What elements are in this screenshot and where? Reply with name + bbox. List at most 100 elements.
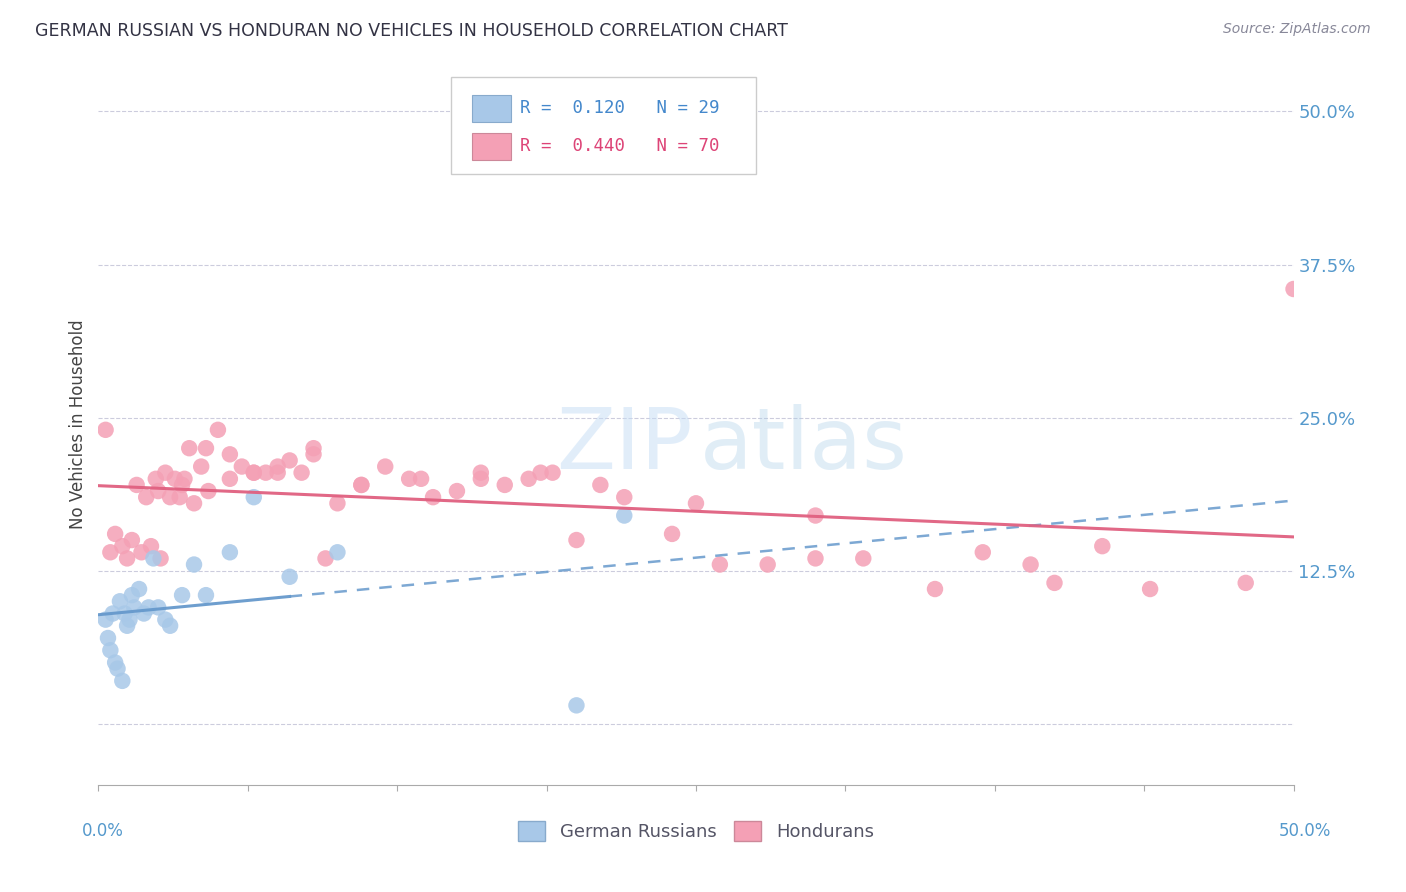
Point xyxy=(685,496,707,510)
Point xyxy=(517,472,540,486)
Point xyxy=(173,472,195,486)
Point xyxy=(183,558,205,572)
Point xyxy=(541,466,564,480)
Point xyxy=(243,466,266,480)
Point xyxy=(94,613,117,627)
Point xyxy=(302,447,325,461)
Point xyxy=(169,490,191,504)
Point xyxy=(219,545,242,559)
Point xyxy=(207,423,229,437)
Point xyxy=(138,600,160,615)
Point xyxy=(121,588,143,602)
Point xyxy=(1091,539,1114,553)
Point xyxy=(470,466,492,480)
Point xyxy=(148,600,170,615)
Point xyxy=(243,466,266,480)
Point xyxy=(470,472,492,486)
Point xyxy=(115,619,138,633)
Point xyxy=(804,508,827,523)
Point xyxy=(172,478,194,492)
Point xyxy=(326,496,349,510)
Text: R =  0.440   N = 70: R = 0.440 N = 70 xyxy=(520,137,720,155)
Point xyxy=(852,551,875,566)
Point xyxy=(172,588,194,602)
Text: Source: ZipAtlas.com: Source: ZipAtlas.com xyxy=(1223,22,1371,37)
Point xyxy=(494,478,516,492)
Point xyxy=(219,472,242,486)
Point xyxy=(111,673,134,688)
Point xyxy=(350,478,373,492)
Point xyxy=(350,478,373,492)
Point xyxy=(589,478,612,492)
Point xyxy=(411,472,433,486)
Point xyxy=(128,582,150,596)
Point xyxy=(446,484,468,499)
Point xyxy=(183,496,205,510)
Point xyxy=(613,490,636,504)
Point xyxy=(142,551,165,566)
Point xyxy=(1282,282,1305,296)
Point xyxy=(131,545,153,559)
Point xyxy=(756,558,779,572)
Point xyxy=(107,662,129,676)
Point xyxy=(254,466,277,480)
Point xyxy=(145,472,167,486)
Point xyxy=(125,478,148,492)
Point xyxy=(422,490,444,504)
Point xyxy=(278,453,301,467)
Point xyxy=(108,594,131,608)
Point xyxy=(1043,575,1066,590)
Point xyxy=(97,631,120,645)
Point xyxy=(1019,558,1042,572)
Point xyxy=(163,472,186,486)
Point xyxy=(118,613,141,627)
Point xyxy=(972,545,994,559)
Point xyxy=(121,533,143,547)
Text: atlas: atlas xyxy=(700,404,907,487)
Point xyxy=(155,613,177,627)
Point xyxy=(111,539,134,553)
Point xyxy=(278,570,301,584)
FancyBboxPatch shape xyxy=(472,133,510,160)
Point xyxy=(709,558,731,572)
Text: R =  0.120   N = 29: R = 0.120 N = 29 xyxy=(520,99,720,117)
Point xyxy=(267,466,290,480)
Point xyxy=(179,441,201,455)
FancyBboxPatch shape xyxy=(451,77,756,175)
Point xyxy=(132,607,155,621)
FancyBboxPatch shape xyxy=(472,95,510,121)
Point xyxy=(243,490,266,504)
Point xyxy=(1139,582,1161,596)
Point xyxy=(114,607,136,621)
Point xyxy=(98,643,122,657)
Point xyxy=(159,490,181,504)
Point xyxy=(530,466,553,480)
Point xyxy=(661,527,683,541)
Point xyxy=(565,533,588,547)
Point xyxy=(115,551,138,566)
Text: GERMAN RUSSIAN VS HONDURAN NO VEHICLES IN HOUSEHOLD CORRELATION CHART: GERMAN RUSSIAN VS HONDURAN NO VEHICLES I… xyxy=(35,22,787,40)
Point xyxy=(155,466,177,480)
Point xyxy=(195,441,218,455)
Point xyxy=(291,466,314,480)
Point xyxy=(302,441,325,455)
Point xyxy=(159,619,181,633)
Point xyxy=(197,484,219,499)
Point xyxy=(195,588,218,602)
Point xyxy=(94,423,117,437)
Point xyxy=(326,545,349,559)
Point xyxy=(104,527,127,541)
Point xyxy=(315,551,337,566)
Point xyxy=(190,459,212,474)
Text: ZIP: ZIP xyxy=(555,404,692,487)
Text: 50.0%: 50.0% xyxy=(1278,822,1331,840)
Point xyxy=(613,508,636,523)
Point xyxy=(124,600,146,615)
Point xyxy=(148,484,170,499)
Point xyxy=(219,447,242,461)
Point xyxy=(149,551,172,566)
Point xyxy=(1234,575,1257,590)
Point xyxy=(374,459,396,474)
Point xyxy=(267,459,290,474)
Point xyxy=(135,490,157,504)
